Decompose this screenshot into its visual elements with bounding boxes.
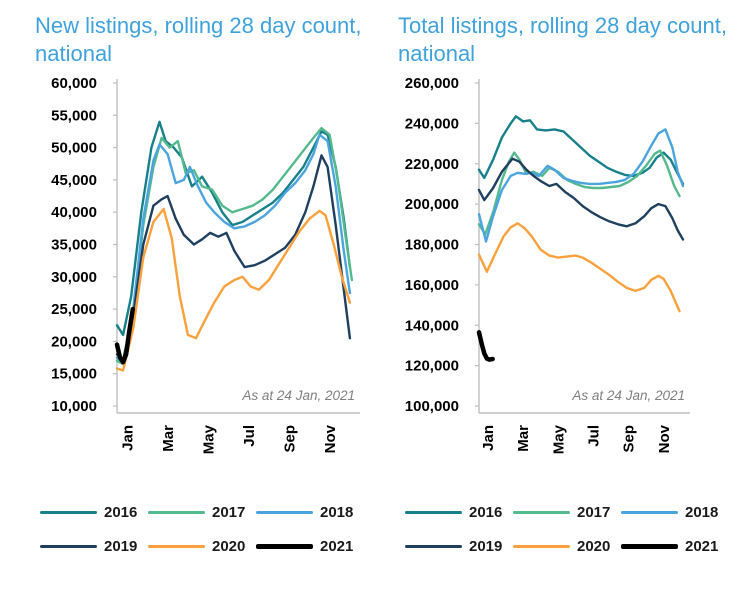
y-tick-label: 140,000 — [405, 317, 459, 334]
x-tick-label: Jul — [241, 425, 258, 447]
y-tick-label: 180,000 — [405, 236, 459, 253]
legend-line-icon-2017 — [513, 510, 570, 514]
y-tick-label: 40,000 — [51, 204, 97, 221]
x-tick-label: Mar — [515, 425, 532, 452]
x-tick-label: Jan — [119, 425, 136, 451]
y-tick-label: 60,000 — [51, 75, 97, 92]
annotation-text: As at 24 Jan, 2021 — [571, 388, 685, 403]
new-listings-legend: 2016 2017 2018 2019 2020 2021 — [40, 504, 375, 555]
legend-line-icon-2021 — [256, 543, 313, 549]
y-tick-label: 240,000 — [405, 115, 459, 132]
legend-line-icon-2018 — [256, 510, 313, 514]
legend-label: 2018 — [320, 503, 354, 521]
x-tick-label: May — [200, 424, 217, 454]
legend-label: 2020 — [577, 537, 611, 555]
series-line-2019 — [115, 154, 352, 361]
legend-line-icon-2016 — [40, 510, 97, 514]
legend-line-icon-2018 — [621, 510, 678, 514]
legend-line-icon-2020 — [148, 544, 205, 548]
total-listings-title: Total listings, rolling 28 day count, na… — [398, 13, 727, 66]
legend-item-2017: 2017 — [148, 504, 256, 521]
y-tick-label: 120,000 — [405, 358, 459, 375]
legend-line-icon-2021 — [621, 543, 678, 549]
annotation-text: As at 24 Jan, 2021 — [241, 388, 355, 403]
legend-label: 2021 — [320, 537, 354, 555]
series-line-2018 — [115, 133, 352, 364]
legend-label: 2019 — [469, 537, 503, 555]
x-tick-label: Nov — [322, 424, 339, 453]
legend-item-2016: 2016 — [40, 504, 148, 521]
legend-label: 2016 — [104, 503, 138, 521]
series-line-2016 — [477, 114, 685, 185]
legend-label: 2016 — [469, 503, 503, 521]
y-tick-label: 25,000 — [51, 301, 97, 318]
x-tick-label: Sep — [621, 425, 638, 453]
legend-label: 2017 — [577, 503, 611, 521]
new-listings-title: New listings, rolling 28 day count, nati… — [35, 13, 362, 66]
legend-label: 2018 — [685, 503, 719, 521]
legend-label: 2019 — [104, 537, 138, 555]
series-line-2017 — [115, 126, 354, 366]
series-line-2020 — [115, 207, 352, 372]
legend-line-icon-2019 — [40, 544, 97, 548]
legend-line-icon-2016 — [405, 510, 462, 514]
y-tick-label: 200,000 — [405, 196, 459, 213]
y-tick-label: 10,000 — [51, 398, 97, 415]
legend-item-2019: 2019 — [405, 538, 513, 555]
legend-item-2021: 2021 — [256, 538, 364, 555]
series-line-2020 — [477, 221, 681, 313]
y-tick-label: 100,000 — [405, 398, 459, 415]
y-tick-label: 15,000 — [51, 366, 97, 383]
total-listings-panel: Total listings, rolling 28 day count, na… — [375, 0, 750, 599]
legend-line-icon-2017 — [148, 510, 205, 514]
y-tick-label: 260,000 — [405, 75, 459, 92]
legend-line-icon-2019 — [405, 544, 462, 548]
new-listings-chart: 60,000 55,000 50,000 45,000 40,000 35,000 30,0… — [51, 75, 360, 454]
y-tick-label: 220,000 — [405, 156, 459, 173]
legend-label: 2020 — [212, 537, 246, 555]
y-tick-label: 55,000 — [51, 107, 97, 124]
new-listings-panel: New listings, rolling 28 day count, nati… — [35, 13, 375, 555]
total-listings-chart: 260,000 240,000 220,000 200,000 180,000 160,0… — [405, 75, 690, 454]
x-tick-label: Mar — [160, 425, 177, 452]
legend-item-2018: 2018 — [621, 504, 729, 521]
y-tick-label: 30,000 — [51, 269, 97, 286]
x-tick-label: Nov — [656, 424, 673, 453]
x-tick-label: May — [550, 424, 567, 454]
legend-line-icon-2020 — [513, 544, 570, 548]
legend-item-2020: 2020 — [148, 538, 256, 555]
y-tick-label: 50,000 — [51, 139, 97, 156]
series-line-2017 — [477, 149, 681, 236]
y-tick-label: 35,000 — [51, 236, 97, 253]
total-listings-legend: 2016 2017 2018 2019 2020 2021 — [405, 504, 750, 555]
legend-item-2021: 2021 — [621, 538, 729, 555]
legend-item-2019: 2019 — [40, 538, 148, 555]
series-line-2021 — [114, 306, 136, 365]
legend-item-2016: 2016 — [405, 504, 513, 521]
legend-label: 2021 — [685, 537, 719, 555]
series-line-2018 — [477, 128, 685, 243]
legend-label: 2017 — [212, 503, 246, 521]
x-tick-label: Jan — [480, 425, 497, 451]
series-line-2021 — [476, 329, 495, 362]
x-tick-label: Sep — [281, 425, 298, 453]
legend-item-2018: 2018 — [256, 504, 364, 521]
y-tick-label: 160,000 — [405, 277, 459, 294]
x-tick-label: Jul — [586, 425, 603, 447]
y-tick-label: 20,000 — [51, 333, 97, 350]
legend-item-2020: 2020 — [513, 538, 621, 555]
y-tick-label: 45,000 — [51, 172, 97, 189]
series-line-2019 — [477, 157, 685, 241]
legend-item-2017: 2017 — [513, 504, 621, 521]
